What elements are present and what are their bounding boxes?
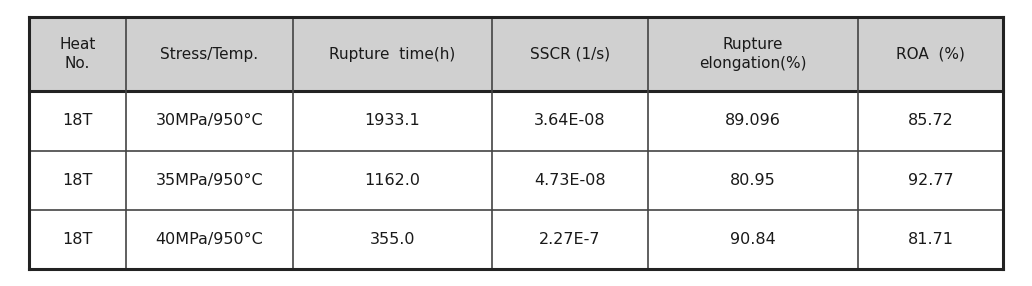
Bar <box>29 17 1003 92</box>
Text: Rupture  time(h): Rupture time(h) <box>329 47 455 62</box>
Text: 89.096: 89.096 <box>724 114 781 128</box>
Text: 35MPa/950°C: 35MPa/950°C <box>156 173 263 188</box>
Text: Rupture
elongation(%): Rupture elongation(%) <box>699 37 807 71</box>
Bar <box>29 150 1003 210</box>
Text: 92.77: 92.77 <box>907 173 954 188</box>
Text: 80.95: 80.95 <box>730 173 776 188</box>
Text: 90.84: 90.84 <box>730 232 776 247</box>
Text: 30MPa/950°C: 30MPa/950°C <box>156 114 263 128</box>
Text: 81.71: 81.71 <box>907 232 954 247</box>
Text: ROA  (%): ROA (%) <box>896 47 965 62</box>
Text: Heat
No.: Heat No. <box>59 37 96 71</box>
Text: 40MPa/950°C: 40MPa/950°C <box>156 232 263 247</box>
Text: SSCR (1/s): SSCR (1/s) <box>529 47 610 62</box>
Text: 18T: 18T <box>62 114 93 128</box>
Bar <box>29 92 1003 150</box>
Text: 85.72: 85.72 <box>907 114 954 128</box>
Bar <box>29 210 1003 269</box>
Text: 1933.1: 1933.1 <box>364 114 420 128</box>
Text: 18T: 18T <box>62 232 93 247</box>
Text: 2.27E-7: 2.27E-7 <box>539 232 601 247</box>
Text: 3.64E-08: 3.64E-08 <box>534 114 606 128</box>
Text: 1162.0: 1162.0 <box>364 173 420 188</box>
Text: Stress/Temp.: Stress/Temp. <box>160 47 258 62</box>
Text: 4.73E-08: 4.73E-08 <box>534 173 606 188</box>
Text: 355.0: 355.0 <box>369 232 415 247</box>
Text: 18T: 18T <box>62 173 93 188</box>
